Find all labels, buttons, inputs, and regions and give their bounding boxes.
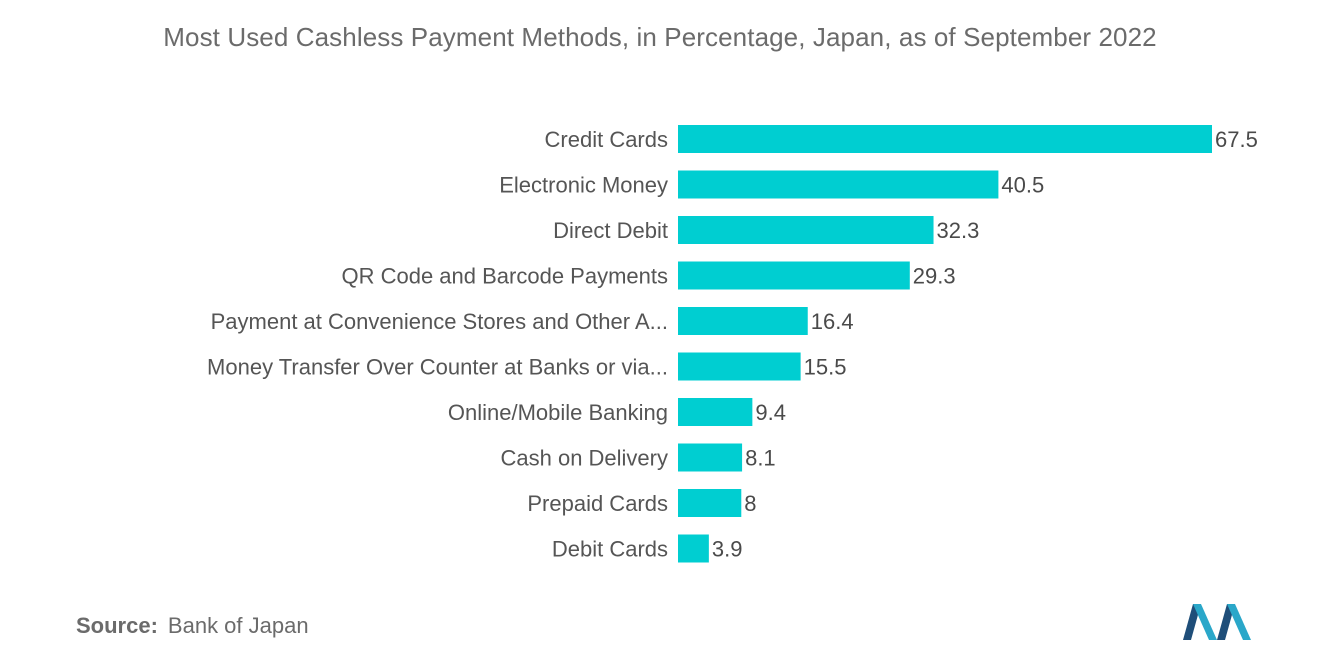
bar: [678, 534, 709, 563]
value-label: 15.5: [804, 355, 847, 380]
category-label: Prepaid Cards: [527, 491, 668, 516]
value-label: 16.4: [811, 309, 854, 334]
category-label: Payment at Convenience Stores and Other …: [211, 309, 668, 334]
bar: [678, 307, 808, 335]
bar: [678, 216, 934, 244]
category-label: Online/Mobile Banking: [448, 400, 668, 425]
bar: [678, 170, 999, 199]
bar: [678, 125, 1212, 153]
value-label: 40.5: [1001, 173, 1044, 198]
category-label: Electronic Money: [499, 173, 668, 198]
category-label: Money Transfer Over Counter at Banks or …: [207, 355, 668, 380]
value-label: 29.3: [913, 264, 956, 289]
category-label: Debit Cards: [552, 537, 668, 562]
bar: [678, 352, 801, 381]
source-text: Bank of Japan: [167, 613, 309, 638]
mordor-intelligence-logo-icon: [1183, 604, 1251, 640]
bar: [678, 443, 743, 472]
value-label: 3.9: [712, 537, 743, 562]
bar-chart: Credit Cards 67.5 Electronic Money 40.5 Dire…: [207, 125, 1258, 563]
chart-title: Most Used Cashless Payment Methods, in P…: [163, 22, 1157, 52]
value-label: 32.3: [937, 218, 980, 243]
category-label: Credit Cards: [545, 127, 668, 152]
category-label: QR Code and Barcode Payments: [341, 264, 668, 289]
category-label: Direct Debit: [553, 218, 668, 243]
bar: [678, 261, 910, 290]
source-label: Source:: [76, 613, 158, 638]
value-label: 9.4: [755, 400, 786, 425]
bar: [678, 398, 753, 426]
category-label: Cash on Delivery: [500, 446, 668, 471]
value-label: 8.1: [745, 446, 776, 471]
value-label: 67.5: [1215, 127, 1258, 152]
source-note: Source: Bank of Japan: [76, 613, 309, 639]
bar: [678, 489, 742, 517]
value-label: 8: [744, 491, 756, 516]
